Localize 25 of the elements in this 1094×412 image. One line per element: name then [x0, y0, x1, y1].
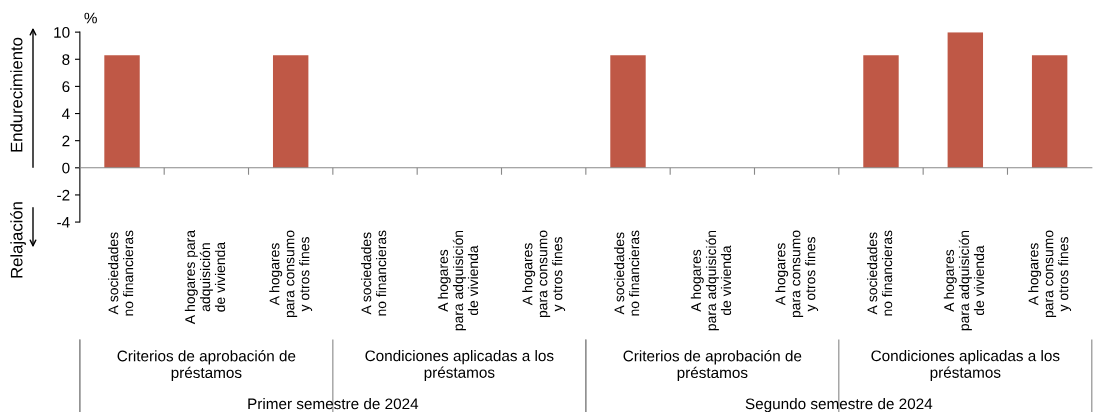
y-tick-label: -2 — [57, 189, 70, 201]
x-tick-label: A hogares para adquisición de vivienda — [437, 230, 479, 331]
text: Segundo semestre de 2024 — [745, 398, 933, 412]
y-tick-label: -4 — [57, 217, 70, 228]
x-tick-label: A sociedades no financieras — [108, 230, 134, 316]
text: Relajación — [10, 202, 26, 278]
x-tick-label: A hogares para adquisición de vivienda — [943, 230, 985, 331]
text: Endurecimiento — [10, 37, 23, 152]
y-tick-label: 6 — [62, 81, 70, 93]
y-tick-label: 10 — [54, 27, 70, 38]
x-tick-label: A sociedades no financieras — [867, 230, 893, 316]
y-tick-label: 4 — [61, 108, 70, 120]
y-axis-title: % — [84, 12, 97, 24]
x-tick-label: A sociedades no financieras — [361, 230, 387, 316]
text: Primer semestre de 2024 — [248, 398, 419, 410]
y-tick-label: 0 — [62, 162, 70, 174]
x-tick-label: A sociedades no financieras — [614, 230, 640, 316]
y-tick-label: 2 — [62, 135, 70, 147]
x-tick-label: A hogares para adquisición de vivienda — [184, 229, 226, 325]
text: Condiciones aplicadas a los préstamos — [365, 350, 554, 381]
x-tick-label: A hogares para adquisición de vivienda — [690, 230, 732, 331]
text: Condiciones aplicadas a los préstamos — [871, 350, 1060, 381]
text: Criterios de aprobación de préstamos — [623, 350, 802, 382]
y-tick-label: 8 — [62, 54, 70, 65]
text: Criterios de aprobación de préstamos — [117, 350, 296, 382]
